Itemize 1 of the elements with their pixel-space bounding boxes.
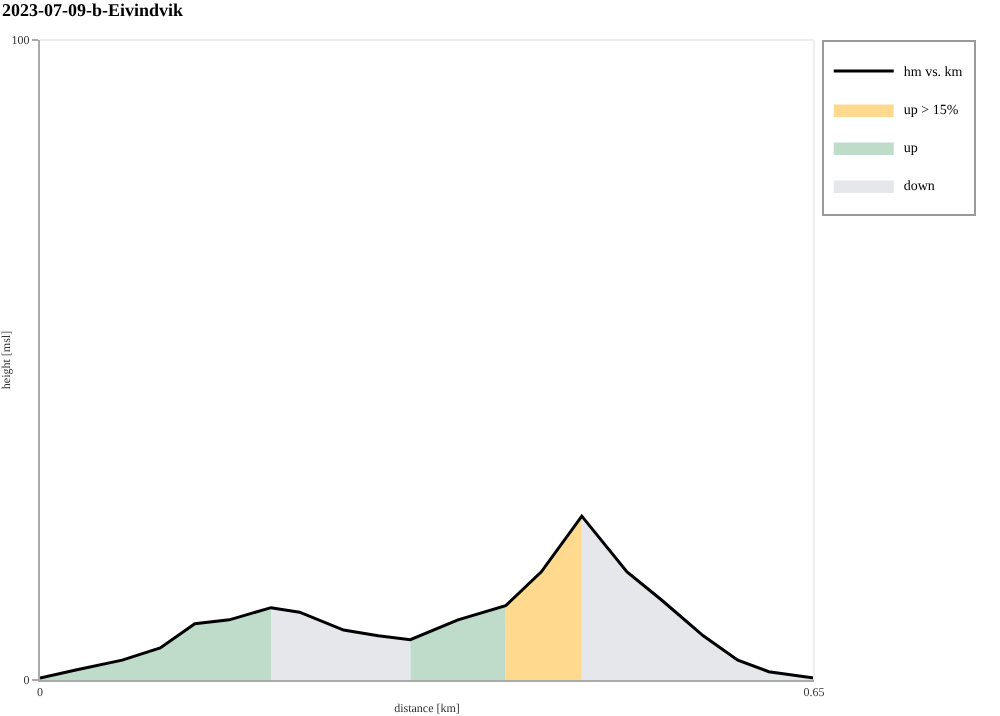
- chart-title: 2023-07-09-b-Eivindvik: [2, 0, 184, 21]
